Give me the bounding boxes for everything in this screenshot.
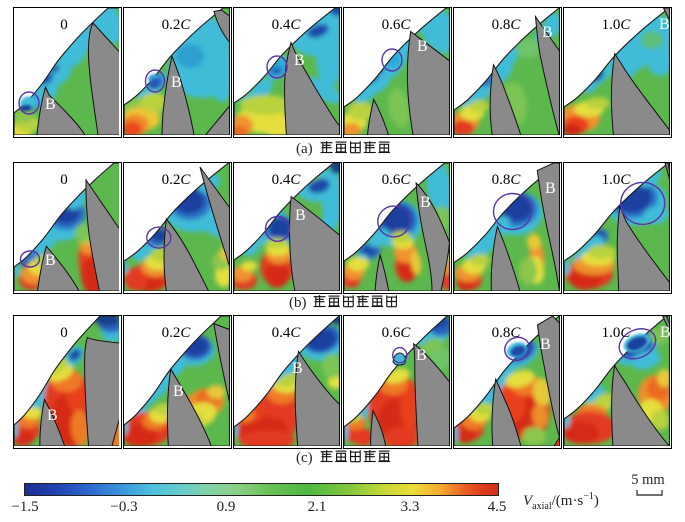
svg-text:0: 0 [60, 17, 68, 33]
svg-text:0.8C: 0.8C [492, 17, 522, 33]
svg-text:B: B [660, 324, 670, 341]
svg-text:0: 0 [60, 325, 68, 341]
svg-text:0.2C: 0.2C [162, 172, 192, 188]
svg-text:(c): (c) [296, 450, 313, 466]
svg-text:0.8C: 0.8C [492, 325, 522, 341]
svg-text:B: B [416, 347, 427, 364]
svg-text:0: 0 [60, 172, 68, 188]
svg-text:0.2C: 0.2C [162, 17, 192, 33]
svg-text:B: B [45, 96, 56, 113]
svg-text:0.4C: 0.4C [272, 17, 302, 33]
svg-text:B: B [542, 24, 553, 41]
svg-text:B: B [45, 252, 56, 269]
svg-text:0.6C: 0.6C [382, 17, 412, 33]
svg-text:0.8C: 0.8C [492, 172, 522, 188]
svg-text:B: B [294, 52, 305, 69]
svg-text:1.0C: 1.0C [602, 17, 632, 33]
svg-text:0.4C: 0.4C [272, 172, 302, 188]
svg-text:(b): (b) [289, 295, 307, 311]
svg-text:B: B [171, 74, 182, 91]
svg-text:0.6C: 0.6C [382, 325, 412, 341]
svg-text:1.0C: 1.0C [602, 172, 632, 188]
svg-text:B: B [292, 360, 303, 377]
svg-text:B: B [417, 38, 428, 55]
svg-text:0.2C: 0.2C [162, 325, 192, 341]
svg-text:B: B [659, 16, 670, 33]
svg-text:B: B [295, 207, 306, 224]
svg-text:B: B [420, 194, 431, 211]
svg-text:0.6C: 0.6C [382, 172, 412, 188]
svg-text:0.4C: 0.4C [272, 325, 302, 341]
svg-text:1.0C: 1.0C [602, 325, 632, 341]
svg-text:B: B [173, 383, 184, 400]
svg-text:B: B [540, 336, 551, 353]
svg-text:(a): (a) [296, 141, 313, 157]
svg-text:B: B [545, 180, 556, 197]
svg-text:B: B [47, 407, 58, 424]
